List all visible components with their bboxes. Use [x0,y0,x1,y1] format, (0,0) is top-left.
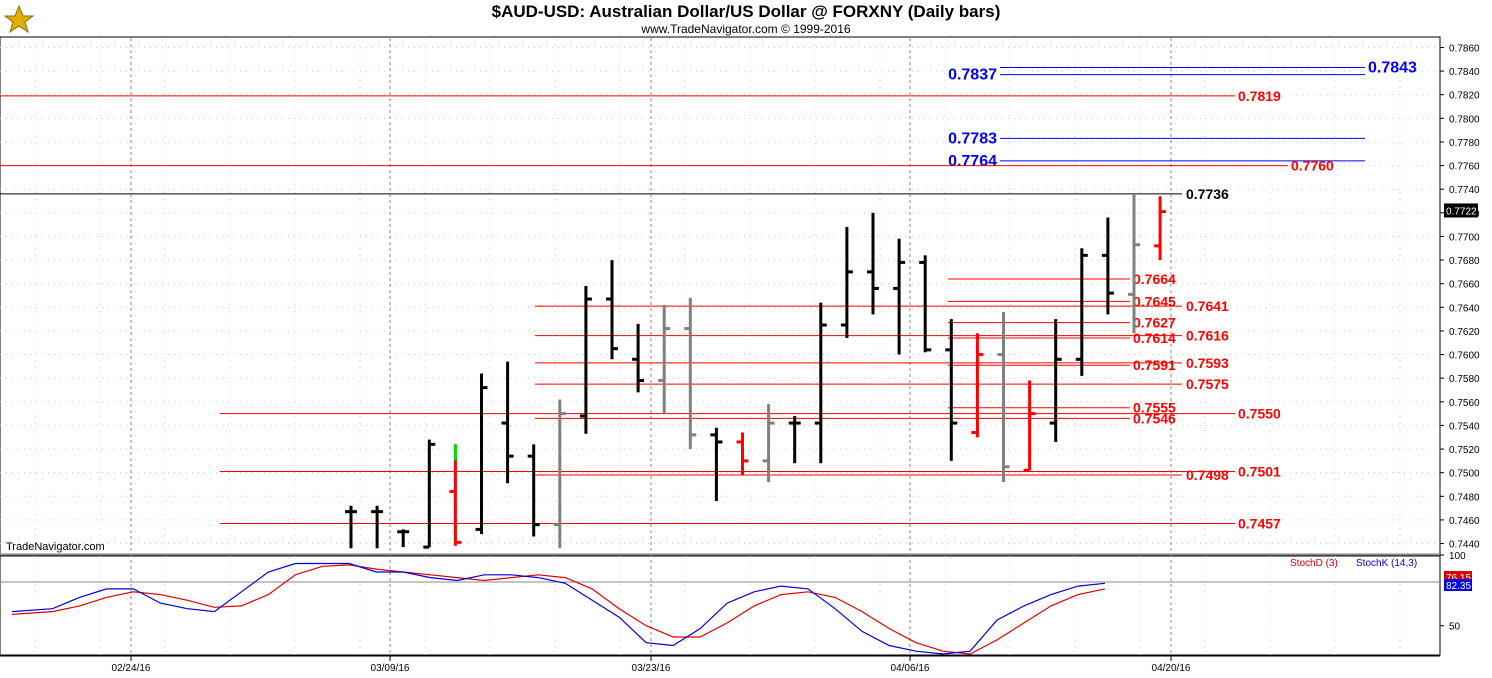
ohlc-bar [501,361,514,484]
level-label: 0.7783 [948,130,997,147]
ohlc-bar [1075,248,1088,376]
price-tick-label: 0.7660 [1449,280,1480,291]
level-label: 0.7546 [1133,410,1176,426]
ohlc-bar [1023,380,1036,472]
level-label: 0.7616 [1186,328,1229,344]
stoch-last-box [1444,579,1472,591]
level-label: 0.7843 [1368,60,1417,77]
price-tick-label: 0.7800 [1449,114,1480,125]
ohlc-bar [919,255,932,353]
time-tick-label: 02/24/16 [112,663,151,674]
ohlc-bar [684,297,697,450]
ohlc-bar [658,304,671,414]
price-tick-label: 0.7760 [1449,162,1480,173]
ohlc-bar [345,505,357,549]
level-label: 0.7736 [1186,186,1229,202]
stoch-last-label: 82.35 [1446,581,1471,592]
ohlc-bar [840,226,853,339]
level-label: 0.7555 [1133,400,1176,416]
ohlc-bar [971,333,984,438]
price-tick-label: 0.7700 [1449,232,1480,243]
level-label: 0.7641 [1186,298,1229,314]
stoch-legend-d: StochD (3) [1290,558,1338,569]
level-label: 0.7575 [1186,376,1229,392]
stoch-series-line [11,562,1106,655]
ohlc-bar [579,286,592,434]
time-tick-label: 03/23/16 [632,663,671,674]
level-label: 0.7645 [1133,293,1176,309]
level-label: 0.7664 [1133,271,1176,287]
price-tick-label: 0.7840 [1449,67,1480,78]
price-tick-label: 0.7460 [1449,516,1480,527]
price-tick-label: 0.7520 [1449,445,1480,456]
ohlc-bar [423,439,436,549]
level-label: 0.7760 [1291,158,1334,174]
stoch-tick-label: 50 [1449,622,1461,633]
level-label: 0.7614 [1133,330,1176,346]
ohlc-bar [397,529,410,548]
ohlc-bar [632,323,645,393]
price-tick-label: 0.7500 [1449,469,1480,480]
price-tick-label: 0.7580 [1449,374,1480,385]
level-label: 0.7819 [1238,88,1281,104]
price-tick-label: 0.7640 [1449,303,1480,314]
ohlc-bar [449,444,462,546]
ohlc-bar [893,238,906,355]
level-label: 0.7457 [1238,515,1281,531]
level-label: 0.7501 [1238,463,1281,479]
price-tick-label: 0.7680 [1449,256,1480,267]
ohlc-bar [762,404,775,483]
level-label: 0.7550 [1238,406,1281,422]
level-label: 0.7498 [1186,467,1229,483]
ohlc-bar [710,427,723,502]
last-price-label: 0.7722 [1446,206,1477,217]
price-tick-label: 0.7440 [1449,540,1480,551]
time-tick-label: 04/06/16 [891,663,930,674]
level-label: 0.7593 [1186,355,1229,371]
stoch-tick-label: 100 [1449,551,1466,562]
price-tick-label: 0.7780 [1449,138,1480,149]
level-label: 0.7627 [1133,315,1176,331]
price-tick-label: 0.7560 [1449,398,1480,409]
chart-title: $AUD-USD: Australian Dollar/US Dollar @ … [491,2,1001,21]
level-label: 0.7591 [1133,357,1176,373]
ohlc-bar [788,415,801,464]
ohlc-bar [606,260,618,360]
stoch-last-label: 76.15 [1446,573,1471,584]
price-tick-label: 0.7480 [1449,492,1480,503]
chart-subtitle: www.TradeNavigator.com © 1999-2016 [641,22,851,36]
ohlc-bar [1101,217,1114,315]
ohlc-bar [736,432,749,476]
price-tick-label: 0.7860 [1449,43,1480,54]
time-tick-label: 04/20/16 [1152,663,1191,674]
ohlc-bar [814,302,827,464]
level-label: 0.7764 [948,153,997,170]
level-label: 0.7837 [948,67,997,84]
ohlc-bar [1128,193,1140,334]
price-tick-label: 0.7620 [1449,327,1480,338]
ohlc-bar [867,212,879,315]
price-tick-label: 0.7540 [1449,421,1480,432]
ohlc-bar [553,399,566,549]
stoch-series-line [11,564,1106,655]
ohlc-bar [945,319,958,461]
ohlc-bar [475,373,488,535]
stoch-panel-frame [0,555,1441,656]
ohlc-bar [997,312,1010,483]
time-tick-label: 03/09/16 [371,663,410,674]
ohlc-bar [1154,196,1167,261]
last-price-box [1444,203,1478,218]
ohlc-bar [1049,319,1062,442]
price-tick-label: 0.7740 [1449,185,1480,196]
stoch-legend-k: StochK (14,3) [1356,558,1417,569]
ohlc-bar [527,444,540,537]
watermark-text: TradeNavigator.com [6,541,105,553]
trade-navigator-logo-icon [4,4,34,34]
ohlc-bar [371,505,384,549]
price-tick-label: 0.7820 [1449,91,1480,102]
price-tick-label: 0.7600 [1449,351,1480,362]
